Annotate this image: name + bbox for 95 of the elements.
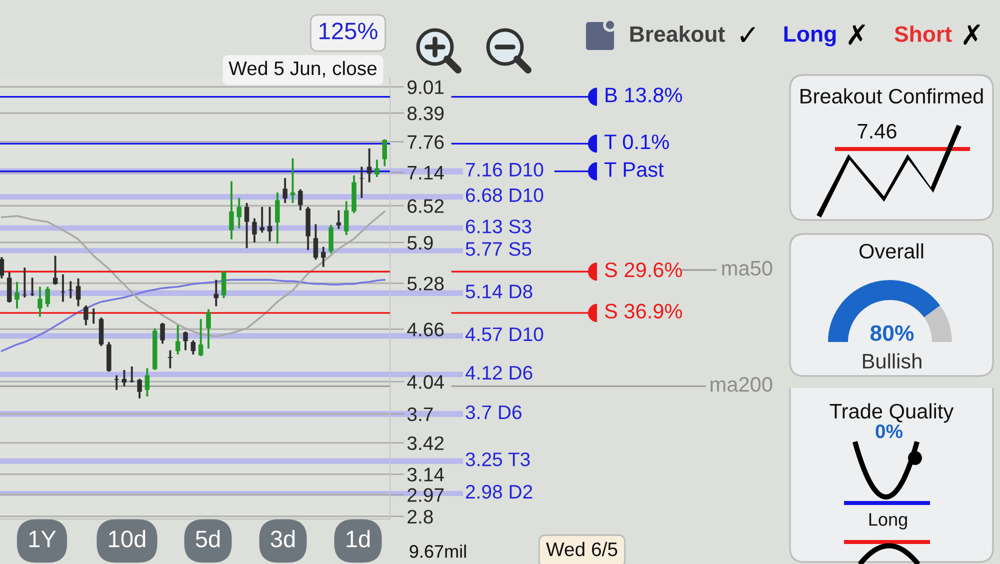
y-tick-label: 3.42 [407, 436, 444, 450]
candlestick [359, 166, 364, 199]
text: 9.67mil [410, 544, 466, 558]
band-label: 5.14 D8 [466, 284, 532, 298]
text: Breakout Confirmed [800, 88, 983, 104]
band-label: 2.98 D2 [466, 484, 532, 499]
candlestick [236, 196, 242, 230]
ref-line-label: B 13.8% [606, 88, 682, 102]
text: ✗ [964, 24, 980, 45]
candlestick [221, 270, 226, 300]
y-tick-label: 9.01 [408, 80, 444, 94]
y-tick-label: 4.66 [407, 322, 444, 336]
candlestick [252, 217, 257, 244]
y-tick-label: 8.39 [408, 106, 444, 120]
y-tick-label: 3.14 [407, 468, 444, 482]
candlestick [68, 280, 73, 300]
y-tick-label: 2.8 [408, 510, 433, 524]
candlestick [137, 378, 142, 400]
candlestick [298, 188, 303, 212]
candlestick [122, 369, 127, 388]
line-series [0, 210, 386, 338]
candlestick [190, 339, 196, 356]
y-tick-label: 6.52 [408, 199, 444, 213]
candlestick [282, 177, 288, 204]
candlestick [336, 209, 342, 230]
candlestick [244, 202, 250, 250]
band-label: 4.57 D10 [465, 327, 544, 342]
candlestick [38, 286, 42, 318]
candlestick [344, 200, 349, 236]
text: ✗ [848, 24, 865, 45]
candlestick [206, 308, 211, 350]
candlestick [198, 318, 204, 358]
candlestick [275, 191, 280, 245]
band-label: 7.16 D10 [466, 162, 544, 177]
text: 0% [876, 424, 903, 438]
candlestick [320, 246, 326, 268]
band-label: 3.25 T3 [466, 452, 530, 466]
candlestick [168, 349, 173, 370]
candlestick [144, 367, 150, 398]
candlestick [45, 286, 50, 308]
chart-title: Overall [859, 243, 924, 259]
ref-line-label: S 36.9% [604, 304, 682, 319]
candlestick [52, 254, 58, 286]
y-tick-label: 5.9 [407, 236, 433, 250]
y-tick-label: 7.76 [408, 135, 444, 149]
candlestick [229, 180, 234, 240]
text: Long [869, 513, 907, 530]
text: Wed 6/5 [546, 542, 618, 556]
candlestick [84, 304, 88, 326]
band-label: 5.77 S5 [466, 242, 532, 256]
ref-line-label: T 0.1% [604, 134, 669, 150]
candlestick [76, 277, 81, 308]
ref-line-label: S 29.6% [604, 262, 682, 278]
text: 7.46 [858, 124, 896, 139]
y-tick-label: 2.97 [408, 488, 444, 502]
candlestick [366, 147, 372, 184]
candlestick [114, 374, 119, 391]
text: Short [894, 26, 952, 42]
candlestick [260, 206, 264, 234]
ref-line-label: T Past [604, 162, 664, 177]
band-label: 3.7 D6 [466, 405, 522, 420]
text: Trade Quality [830, 403, 954, 423]
band-label: 6.13 S3 [466, 220, 532, 234]
ref-line-label: ma200 [710, 377, 772, 392]
candlestick [382, 138, 388, 168]
text: ✓ [740, 27, 755, 42]
text: 10d [109, 530, 146, 548]
text: Bullish [863, 353, 922, 369]
y-tick-label: 5.28 [407, 276, 444, 290]
text: Breakout [630, 26, 725, 42]
y-tick-label: 7.14 [408, 166, 444, 180]
text: Long [784, 26, 836, 46]
data-label: 80% [870, 325, 914, 341]
band-label: 4.12 D6 [465, 366, 532, 380]
text: Wed 5 Jun, close [228, 60, 377, 78]
candlestick [130, 366, 134, 384]
candlestick [374, 158, 380, 178]
candlestick [22, 266, 28, 298]
y-tick-label: 4.04 [407, 375, 444, 389]
y-tick-label: 3.7 [407, 407, 433, 422]
candlestick [183, 330, 188, 352]
text: 3d [270, 530, 295, 548]
text: 1Y [29, 530, 56, 548]
candlestick [175, 324, 180, 356]
band-label: 6.68 D10 [466, 188, 544, 202]
text: 1d [346, 530, 370, 548]
candlestick [0, 256, 4, 280]
candlestick [14, 280, 20, 310]
candlestick [60, 273, 66, 303]
candlestick [160, 322, 165, 345]
text: 125% [320, 22, 378, 40]
text: ma50 [722, 260, 772, 276]
candlestick [267, 206, 272, 242]
text: 5d [196, 530, 220, 548]
candlestick [313, 223, 318, 261]
